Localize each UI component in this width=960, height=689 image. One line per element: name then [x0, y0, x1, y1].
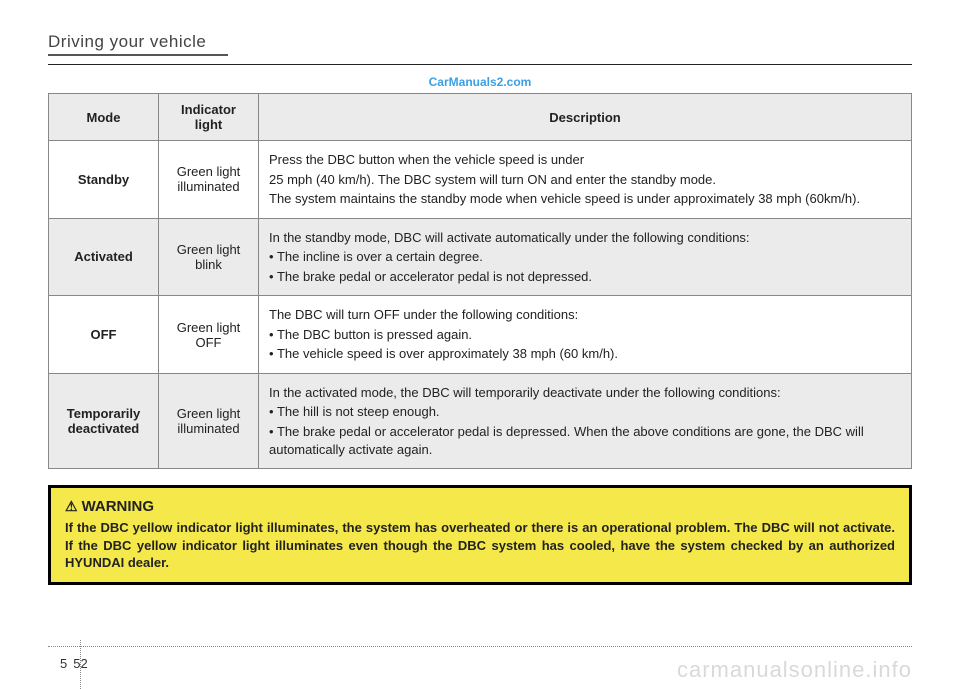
- description-line: The brake pedal or accelerator pedal is …: [269, 268, 901, 286]
- warning-box: ⚠WARNING If the DBC yellow indicator lig…: [48, 485, 912, 585]
- description-line: The DBC will turn OFF under the followin…: [269, 306, 901, 324]
- cell-description: In the standby mode, DBC will activate a…: [259, 218, 912, 296]
- footer-dotted-rule: [48, 646, 912, 647]
- table-row: StandbyGreen light illuminated Press the …: [49, 141, 912, 219]
- table-row: ActivatedGreen light blink In the standby…: [49, 218, 912, 296]
- title-underline: [48, 54, 228, 56]
- description-line: In the activated mode, the DBC will temp…: [269, 384, 901, 402]
- cell-mode: Activated: [49, 218, 159, 296]
- description-line: The vehicle speed is over approximately …: [269, 345, 901, 363]
- description-line: Press the DBC button when the vehicle sp…: [269, 151, 901, 169]
- page-header: Driving your vehicle: [48, 32, 912, 52]
- description-line: In the standby mode, DBC will activate a…: [269, 229, 901, 247]
- section-title: Driving your vehicle: [48, 32, 214, 52]
- cell-mode: Standby: [49, 141, 159, 219]
- header-rule: [48, 64, 912, 65]
- cell-indicator: Green light OFF: [159, 296, 259, 374]
- warning-text: If the DBC yellow indicator light illumi…: [65, 519, 895, 572]
- dbc-modes-table: Mode Indicator light Description Standby…: [48, 93, 912, 469]
- watermark-top: CarManuals2.com: [48, 75, 912, 89]
- cell-description: The DBC will turn OFF under the followin…: [259, 296, 912, 374]
- description-line: The DBC button is pressed again.: [269, 326, 901, 344]
- th-indicator: Indicator light: [159, 94, 259, 141]
- watermark-bottom: carmanualsonline.info: [677, 657, 912, 683]
- description-line: The brake pedal or accelerator pedal is …: [269, 423, 901, 458]
- table-row: OFFGreen light OFF The DBC will turn OFF …: [49, 296, 912, 374]
- cell-indicator: Green light illuminated: [159, 373, 259, 468]
- th-mode: Mode: [49, 94, 159, 141]
- page-number: 5 52: [60, 656, 88, 671]
- page-number-value: 52: [73, 656, 87, 671]
- warning-title-text: WARNING: [82, 498, 155, 515]
- chapter-number: 5: [60, 656, 67, 671]
- cell-indicator: Green light blink: [159, 218, 259, 296]
- table-row: Temporarily deactivatedGreen light illum…: [49, 373, 912, 468]
- description-line: The system maintains the standby mode wh…: [269, 190, 901, 208]
- table-header-row: Mode Indicator light Description: [49, 94, 912, 141]
- description-line: 25 mph (40 km/h). The DBC system will tu…: [269, 171, 901, 189]
- cell-indicator: Green light illuminated: [159, 141, 259, 219]
- warning-title: ⚠WARNING: [65, 498, 895, 515]
- cell-mode: OFF: [49, 296, 159, 374]
- cell-description: In the activated mode, the DBC will temp…: [259, 373, 912, 468]
- cell-mode: Temporarily deactivated: [49, 373, 159, 468]
- description-line: The incline is over a certain degree.: [269, 248, 901, 266]
- description-line: The hill is not steep enough.: [269, 403, 901, 421]
- cell-description: Press the DBC button when the vehicle sp…: [259, 141, 912, 219]
- th-description: Description: [259, 94, 912, 141]
- warning-icon: ⚠: [65, 498, 78, 514]
